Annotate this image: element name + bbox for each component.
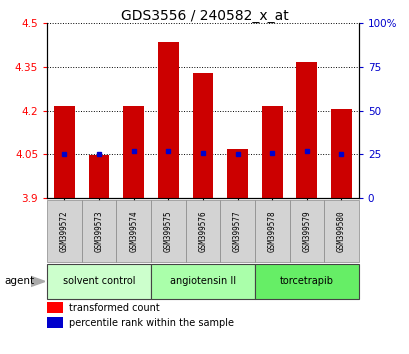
Bar	[185, 200, 220, 262]
Bar	[54, 106, 75, 198]
Bar	[157, 42, 178, 198]
Bar	[254, 200, 289, 262]
Text: GSM399579: GSM399579	[301, 210, 310, 252]
Bar	[47, 200, 81, 262]
Polygon shape	[31, 276, 45, 286]
Bar	[296, 62, 317, 198]
Text: percentile rank within the sample: percentile rank within the sample	[69, 318, 234, 327]
Text: transformed count: transformed count	[69, 303, 160, 313]
Text: GSM399572: GSM399572	[60, 210, 69, 252]
Bar	[151, 200, 185, 262]
Text: GSM399574: GSM399574	[129, 210, 138, 252]
Text: solvent control: solvent control	[63, 276, 135, 286]
Bar	[254, 264, 358, 299]
Text: torcetrapib: torcetrapib	[279, 276, 333, 286]
Bar	[227, 149, 247, 198]
Bar	[261, 106, 282, 198]
Bar	[116, 200, 151, 262]
Text: GSM399577: GSM399577	[232, 210, 241, 252]
Bar	[192, 73, 213, 198]
Text: GDS3556 / 240582_x_at: GDS3556 / 240582_x_at	[121, 9, 288, 23]
Bar	[88, 155, 109, 198]
Bar	[324, 200, 358, 262]
Bar	[47, 317, 63, 328]
Text: agent: agent	[4, 276, 34, 286]
Bar	[151, 264, 254, 299]
Bar	[330, 109, 351, 198]
Bar	[47, 264, 151, 299]
Bar	[81, 200, 116, 262]
Text: GSM399580: GSM399580	[336, 210, 345, 252]
Text: GSM399576: GSM399576	[198, 210, 207, 252]
Text: GSM399575: GSM399575	[164, 210, 173, 252]
Bar	[220, 200, 254, 262]
Text: GSM399573: GSM399573	[94, 210, 103, 252]
Bar	[123, 106, 144, 198]
Text: GSM399578: GSM399578	[267, 210, 276, 252]
Text: angiotensin II: angiotensin II	[169, 276, 236, 286]
Bar	[289, 200, 324, 262]
Bar	[47, 302, 63, 313]
